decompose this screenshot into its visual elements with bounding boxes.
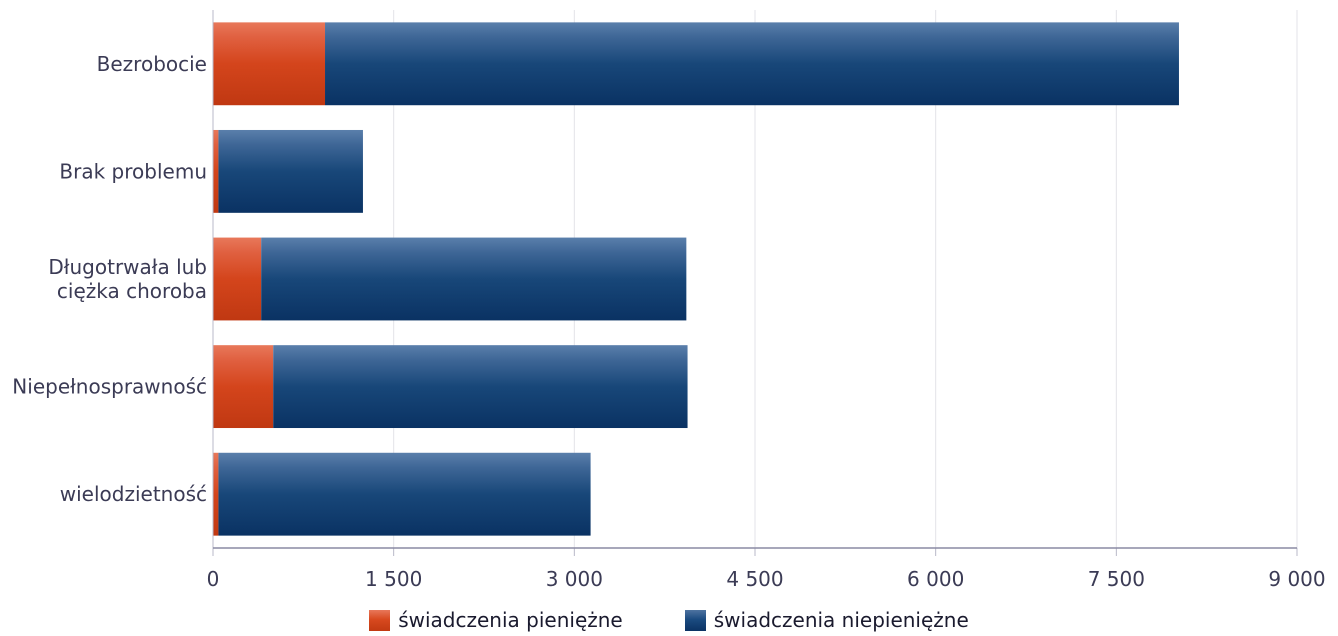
- legend-label-cash: świadczenia pieniężne: [398, 608, 623, 632]
- legend-swatch-cash: [369, 609, 391, 631]
- legend-label-noncash: świadczenia niepieniężne: [713, 608, 969, 632]
- bar-noncash[interactable]: [325, 22, 1179, 106]
- bar-chart: Bezrobocie Brak problemu Długotrwała lub ci…: [12, 10, 1326, 591]
- legend-item-noncash[interactable]: świadczenia niepieniężne: [684, 608, 969, 632]
- x-tick-label: 6 000: [907, 567, 964, 591]
- axes: [212, 10, 1298, 556]
- legend: świadczenia pieniężne świadczenia niepie…: [0, 604, 1338, 636]
- category-labels: Bezrobocie Brak problemu Długotrwała lub ci…: [12, 52, 207, 506]
- bars: [213, 22, 1179, 536]
- bar-cash[interactable]: [213, 129, 219, 213]
- bar-cash[interactable]: [213, 452, 219, 536]
- bar-cash[interactable]: [213, 22, 326, 106]
- category-label: wielodzietność: [60, 482, 207, 506]
- x-tick-label: 3 000: [546, 567, 603, 591]
- x-tick-labels: 0 1 500 3 000 4 500 6 000 7 500 9 000: [207, 567, 1326, 591]
- bar-noncash[interactable]: [218, 129, 363, 213]
- category-label: Niepełnosprawność: [12, 375, 207, 399]
- legend-swatch-noncash: [684, 609, 706, 631]
- legend-item-cash[interactable]: świadczenia pieniężne: [369, 608, 623, 632]
- x-tick-label: 1 500: [365, 567, 422, 591]
- bar-cash[interactable]: [213, 237, 262, 321]
- bar-noncash[interactable]: [261, 237, 687, 321]
- x-tick-label: 4 500: [726, 567, 783, 591]
- category-label: Bezrobocie: [97, 52, 207, 76]
- category-label: Długotrwała lub ciężka choroba: [48, 255, 207, 303]
- x-tick-label: 0: [207, 567, 220, 591]
- bar-cash[interactable]: [213, 345, 274, 429]
- bar-noncash[interactable]: [218, 452, 591, 536]
- category-label: Brak problemu: [59, 159, 207, 183]
- x-tick-label: 7 500: [1088, 567, 1145, 591]
- x-tick-label: 9 000: [1268, 567, 1325, 591]
- bar-noncash[interactable]: [273, 345, 688, 429]
